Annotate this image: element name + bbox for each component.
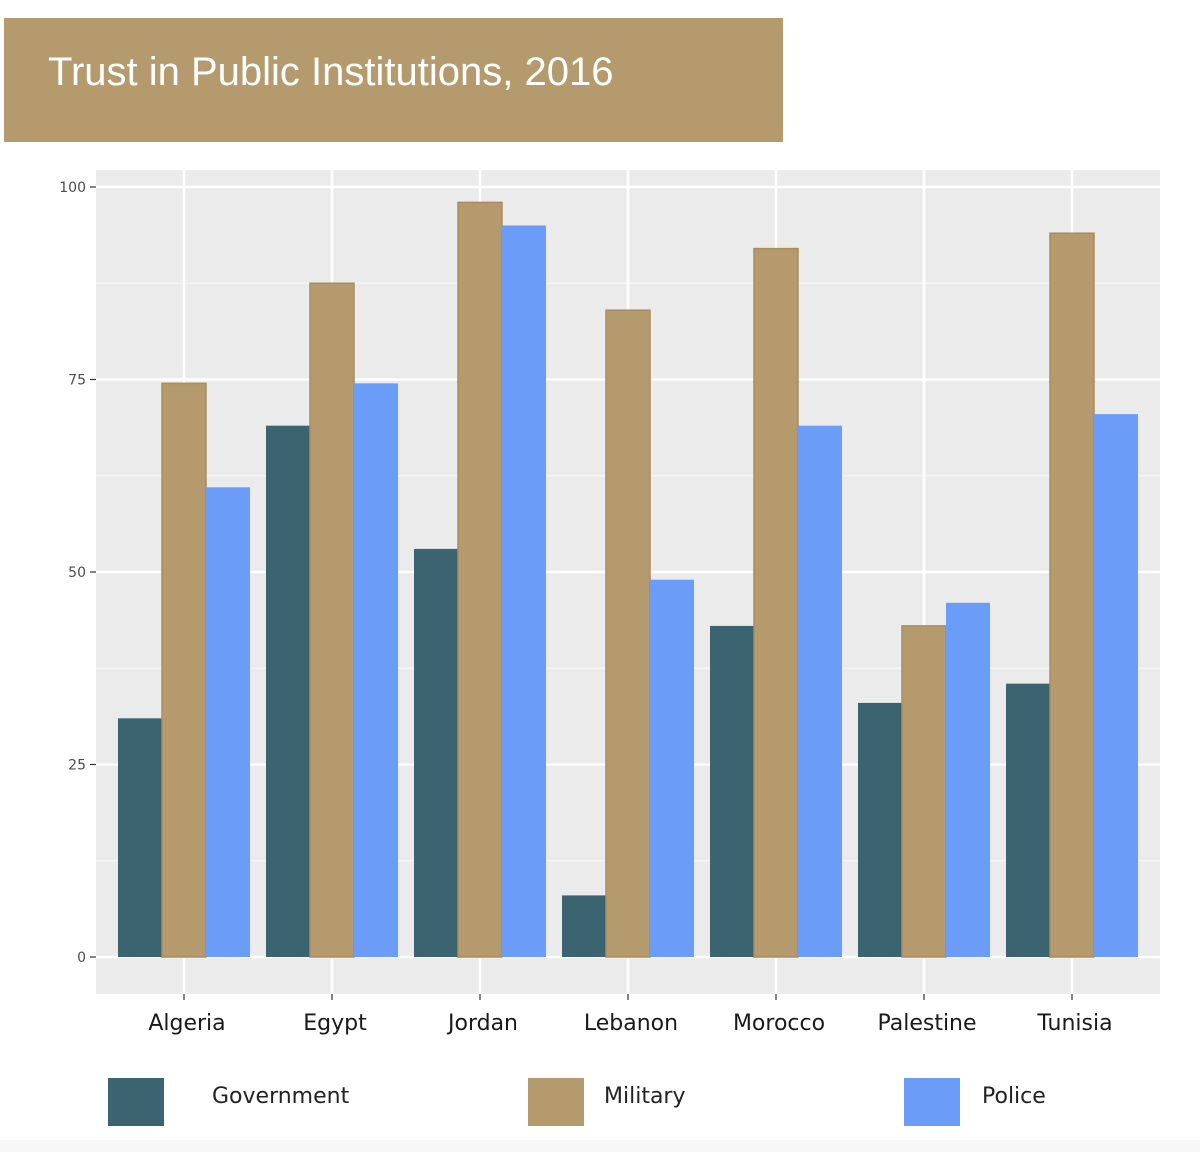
legend: Government Military Police: [0, 1068, 1200, 1138]
y-tick-label: 0: [77, 950, 86, 966]
x-tick-label: Algeria: [148, 1011, 225, 1036]
bar-police-palestine: [946, 602, 990, 957]
bar-government-jordan: [414, 548, 458, 957]
chart-title: Trust in Public Institutions, 2016: [48, 50, 614, 94]
bar-police-lebanon: [650, 579, 694, 957]
title-banner: [4, 18, 783, 142]
bar-police-tunisia: [1094, 414, 1138, 957]
y-axis: 0 25 50 75 100: [59, 180, 96, 966]
y-tick-label: 75: [68, 373, 86, 389]
x-tick-label: Tunisia: [1036, 1011, 1112, 1036]
bar-chart: 0 25 50 75 100 Algeria Egypt Jordan Lebanon Moro…: [59, 170, 1160, 1036]
bar-police-jordan: [502, 225, 546, 957]
x-tick-label: Jordan: [446, 1011, 518, 1036]
bar-police-morocco: [798, 425, 842, 957]
bar-government-egypt: [266, 425, 310, 957]
x-tick-label: Lebanon: [584, 1011, 678, 1036]
bar-government-lebanon: [562, 895, 606, 957]
bar-military-jordan: [457, 201, 503, 958]
bar-police-egypt: [354, 383, 398, 958]
bar-government-palestine: [858, 702, 902, 957]
x-tick-label: Egypt: [303, 1011, 367, 1036]
legend-label-police: Police: [982, 1084, 1046, 1109]
y-tick-label: 25: [68, 758, 86, 774]
bar-military-algeria: [161, 382, 207, 958]
bar-military-palestine: [901, 625, 947, 958]
legend-swatch-military: [528, 1078, 584, 1126]
legend-label-government: Government: [212, 1084, 350, 1109]
y-tick-label: 50: [68, 565, 86, 581]
x-tick-label: Morocco: [733, 1011, 825, 1036]
bar-military-morocco: [753, 247, 799, 958]
y-tick-label: 100: [59, 180, 86, 196]
x-tick-label: Palestine: [877, 1011, 976, 1036]
bottom-strip: [0, 1140, 1200, 1152]
bar-government-morocco: [710, 625, 754, 957]
legend-label-military: Military: [604, 1084, 686, 1109]
bar-police-algeria: [206, 487, 250, 957]
legend-swatch-police: [904, 1078, 960, 1126]
x-axis: Algeria Egypt Jordan Lebanon Morocco Palestin…: [148, 994, 1113, 1036]
bars-group: [118, 201, 1138, 958]
legend-swatch-government: [108, 1078, 164, 1126]
bar-military-lebanon: [605, 309, 651, 958]
bar-government-algeria: [118, 718, 162, 957]
bar-government-tunisia: [1006, 683, 1050, 957]
bar-military-egypt: [309, 282, 355, 958]
bar-military-tunisia: [1049, 232, 1095, 958]
